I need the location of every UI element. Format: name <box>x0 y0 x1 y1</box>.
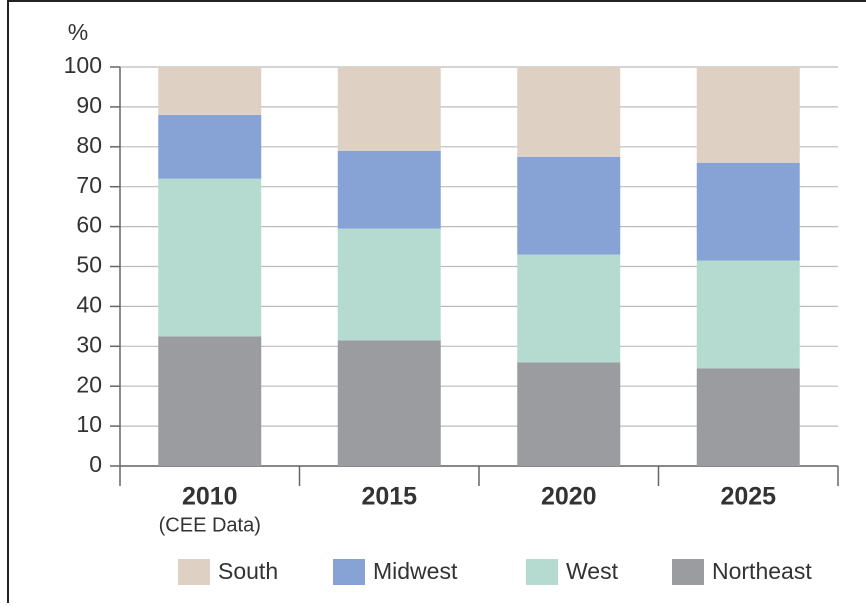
bar-segment <box>337 150 441 229</box>
x-tick-label: 2020 <box>541 483 597 511</box>
legend-label: South <box>218 558 278 584</box>
legend-label: Midwest <box>373 558 458 584</box>
y-tick-label: 0 <box>89 451 102 477</box>
bar-segment <box>696 162 800 261</box>
y-tick-label: 80 <box>76 132 102 158</box>
bar-segment <box>337 340 441 466</box>
legend-swatch <box>526 559 558 585</box>
y-tick-label: 70 <box>76 172 102 198</box>
bar-segment <box>696 67 800 163</box>
bar-segment <box>517 362 621 466</box>
bar-segment <box>517 67 621 157</box>
bar-segment <box>696 368 800 466</box>
bar-segment <box>158 336 262 466</box>
y-tick-label: 90 <box>76 92 102 118</box>
bar-segment <box>517 156 621 255</box>
y-tick-label: 60 <box>76 212 102 238</box>
legend-label: West <box>566 558 619 584</box>
x-tick-label: 2025 <box>720 483 776 511</box>
y-tick-label: 40 <box>76 291 102 317</box>
y-tick-label: 50 <box>76 252 102 278</box>
y-tick-label: 10 <box>76 411 102 437</box>
bar-segment <box>696 260 800 369</box>
legend-label: Northeast <box>712 558 812 584</box>
x-tick-label: 2010 <box>182 483 238 511</box>
y-tick-label: 20 <box>76 371 102 397</box>
legend-swatch <box>333 559 365 585</box>
x-tick-label: 2015 <box>361 483 417 511</box>
x-tick-sublabel: (CEE Data) <box>159 514 261 536</box>
bar-segment <box>337 228 441 341</box>
bar-segment <box>337 67 441 151</box>
y-axis-label: % <box>68 19 88 45</box>
legend-swatch <box>178 559 210 585</box>
legend-swatch <box>672 559 704 585</box>
bar-segment <box>517 254 621 363</box>
bar-segment <box>158 178 262 337</box>
bar-segment <box>158 114 262 179</box>
y-tick-label: 30 <box>76 331 102 357</box>
y-tick-label: 100 <box>64 52 102 78</box>
bar-segment <box>158 67 262 115</box>
